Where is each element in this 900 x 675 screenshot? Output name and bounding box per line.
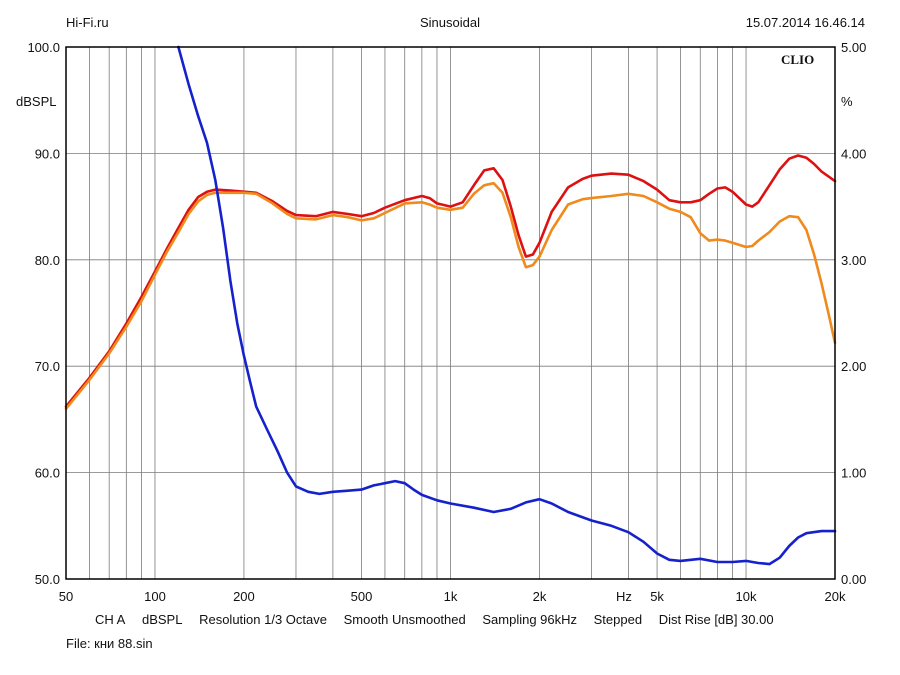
x-tick-label: 10k (736, 589, 757, 604)
y-left-tick-label: 60.0 (35, 466, 60, 481)
header-timestamp: 15.07.2014 16.46.14 (745, 15, 865, 30)
y-right-tick-label: 5.00 (841, 40, 866, 55)
x-tick-label: 1k (444, 589, 458, 604)
series-line (64, 154, 837, 408)
setting-dist-rise: Dist Rise [dB] 30.00 (658, 612, 774, 627)
y-left-tick-label: 80.0 (35, 253, 60, 268)
y-left-tick-label: 100.0 (27, 40, 60, 55)
setting-resolution: Resolution 1/3 Octave (199, 612, 327, 627)
y-right-tick-label: 4.00 (841, 146, 866, 161)
setting-smoothing: Smooth Unsmoothed (343, 612, 466, 627)
chart-curves (64, 45, 837, 566)
y-axis-right-label: % (841, 94, 853, 109)
chart-grid (66, 47, 835, 579)
y-right-tick-label: 0.00 (841, 572, 866, 587)
y-axis-left-label: dBSPL (16, 94, 56, 109)
x-tick-label: 500 (351, 589, 373, 604)
chart-labels: 50 100 200 500 1k 2k 5k 10k 20k 100.0 90.0 80.0 70.0… (27, 40, 866, 604)
chart-frame (65, 46, 836, 580)
setting-units: dBSPL (141, 612, 183, 627)
y-right-tick-label: 2.00 (841, 359, 866, 374)
series-line (64, 181, 837, 411)
y-left-tick-label: 90.0 (35, 146, 60, 161)
y-left-tick-label: 70.0 (35, 359, 60, 374)
file-name: File: кни 88.sin (66, 636, 153, 651)
setting-channel: CH A (95, 612, 126, 627)
x-tick-label: 20k (825, 589, 846, 604)
header-mode-title: Sinusoidal (420, 15, 480, 30)
x-tick-label: 100 (144, 589, 166, 604)
x-tick-label: 50 (59, 589, 73, 604)
x-tick-label: 2k (533, 589, 547, 604)
y-right-tick-label: 1.00 (841, 466, 866, 481)
series-line (177, 45, 837, 566)
measurement-settings: CH A dBSPL Resolution 1/3 Octave Smooth … (95, 612, 787, 627)
clio-brand-label: CLIO (781, 52, 814, 67)
setting-sampling: Sampling 96kHz (482, 612, 578, 627)
x-tick-label: 200 (233, 589, 255, 604)
setting-stepped: Stepped (593, 612, 643, 627)
x-axis-label: Hz (616, 589, 632, 604)
y-right-tick-label: 3.00 (841, 253, 866, 268)
header-site-name: Hi-Fi.ru (66, 15, 109, 30)
x-tick-label: 5k (650, 589, 664, 604)
y-left-tick-label: 50.0 (35, 572, 60, 587)
